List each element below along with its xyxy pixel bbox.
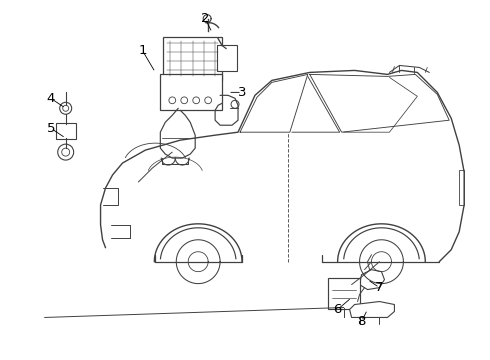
FancyBboxPatch shape (217, 45, 237, 71)
Circle shape (58, 144, 74, 160)
Circle shape (60, 102, 72, 114)
Circle shape (193, 97, 199, 104)
Circle shape (63, 105, 69, 111)
FancyBboxPatch shape (328, 278, 360, 310)
Circle shape (169, 97, 176, 104)
Circle shape (181, 97, 188, 104)
Text: 8: 8 (357, 315, 366, 328)
Circle shape (231, 100, 239, 108)
Text: 4: 4 (47, 92, 55, 105)
Text: 2: 2 (201, 12, 209, 25)
Text: 1: 1 (138, 44, 147, 57)
Text: 5: 5 (47, 122, 55, 135)
FancyBboxPatch shape (163, 37, 222, 80)
Text: 6: 6 (334, 303, 342, 316)
Bar (459, 170, 464, 205)
Polygon shape (349, 302, 394, 318)
FancyBboxPatch shape (56, 123, 75, 139)
Polygon shape (360, 270, 385, 289)
Circle shape (62, 148, 70, 156)
Circle shape (205, 97, 212, 104)
Text: 3: 3 (238, 86, 246, 99)
Text: 7: 7 (375, 281, 384, 294)
FancyBboxPatch shape (160, 75, 222, 110)
